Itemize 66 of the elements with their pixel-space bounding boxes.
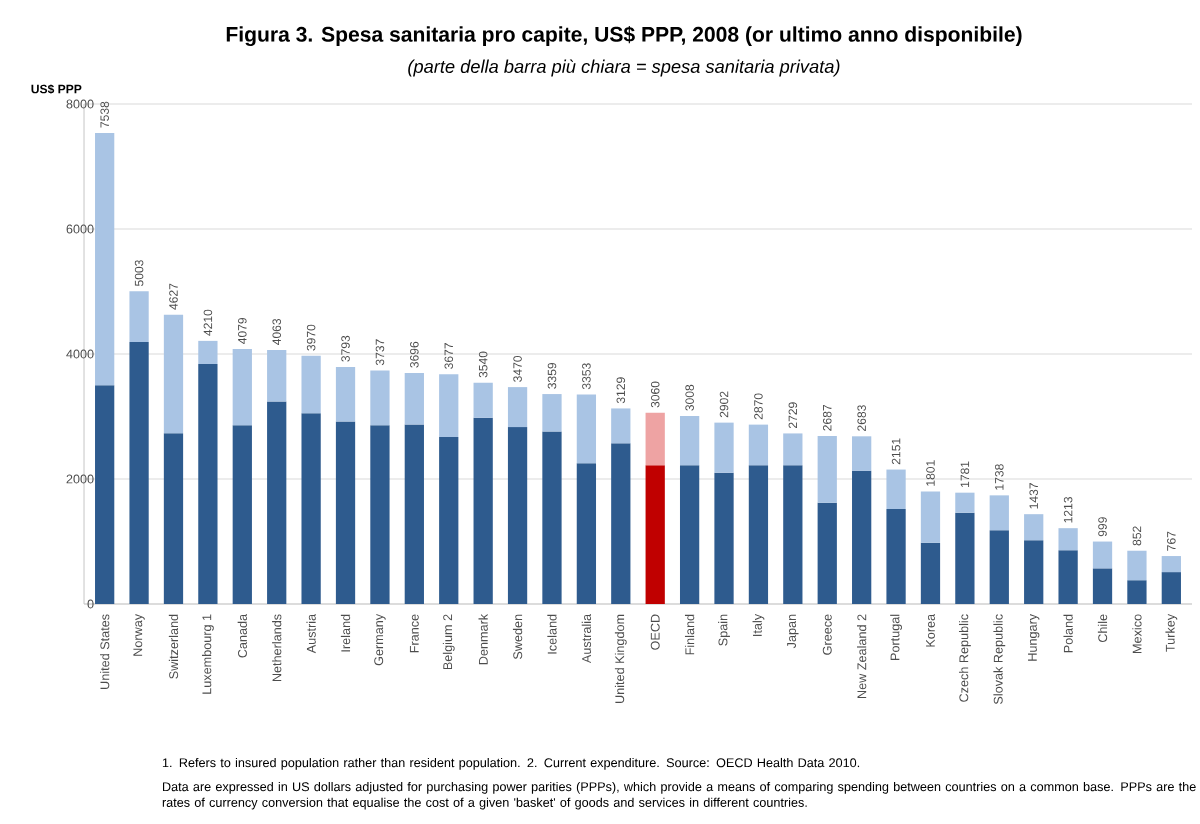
bar <box>198 364 218 604</box>
bar <box>1092 568 1113 604</box>
bar <box>301 355 321 414</box>
bar <box>645 465 665 604</box>
bar <box>1092 541 1113 569</box>
bar <box>955 512 975 604</box>
bar <box>1024 540 1044 604</box>
bar <box>1127 580 1147 604</box>
bar <box>679 416 700 466</box>
bar <box>163 433 184 604</box>
bar <box>95 385 115 604</box>
bar <box>576 394 597 464</box>
bar <box>748 424 769 466</box>
bar <box>439 437 459 604</box>
bar <box>232 349 252 426</box>
bar <box>404 372 424 425</box>
bar <box>1161 556 1181 573</box>
bar <box>473 417 493 604</box>
bar <box>301 413 321 604</box>
bar <box>576 463 597 604</box>
bar <box>989 495 1009 531</box>
bar <box>129 342 149 604</box>
bar <box>611 443 631 604</box>
bar <box>473 382 493 418</box>
bar <box>507 387 528 428</box>
bar <box>1024 514 1044 541</box>
bar <box>439 374 459 438</box>
bar <box>95 132 115 386</box>
bar <box>783 433 803 466</box>
bar <box>679 465 700 604</box>
bar <box>542 431 562 604</box>
bar <box>989 530 1009 604</box>
bar <box>267 350 287 402</box>
bar <box>1161 572 1181 604</box>
bar <box>507 427 528 604</box>
bar <box>748 465 769 604</box>
bar <box>852 470 872 604</box>
bar <box>335 366 356 422</box>
bar <box>1127 550 1147 581</box>
bar <box>920 542 941 604</box>
bar <box>817 502 837 604</box>
bar <box>886 508 906 604</box>
bar <box>542 394 562 432</box>
bar <box>886 469 906 509</box>
bar <box>1058 528 1078 551</box>
bar <box>198 340 218 364</box>
bar <box>920 491 941 543</box>
bar <box>955 492 975 513</box>
bar <box>370 370 390 426</box>
bar <box>129 291 149 343</box>
bar <box>783 465 803 604</box>
chart-title: Figura 3. Spesa sanitaria pro capite, US$ PPP, 2008 (or ultimo anno disponibile) <box>226 25 1022 47</box>
bar <box>267 401 287 604</box>
bar <box>645 412 665 466</box>
bar <box>404 424 424 604</box>
bar <box>852 436 872 471</box>
bar <box>1058 550 1078 604</box>
chart-subtitle: (parte della barra più chiara = spesa sanitaria privata) <box>408 59 840 77</box>
bar <box>611 408 631 444</box>
bar <box>163 314 184 434</box>
bar <box>370 425 390 604</box>
bar <box>335 421 356 604</box>
bar <box>232 425 252 604</box>
bar <box>714 472 734 604</box>
bar <box>714 422 734 473</box>
bar <box>817 436 837 503</box>
